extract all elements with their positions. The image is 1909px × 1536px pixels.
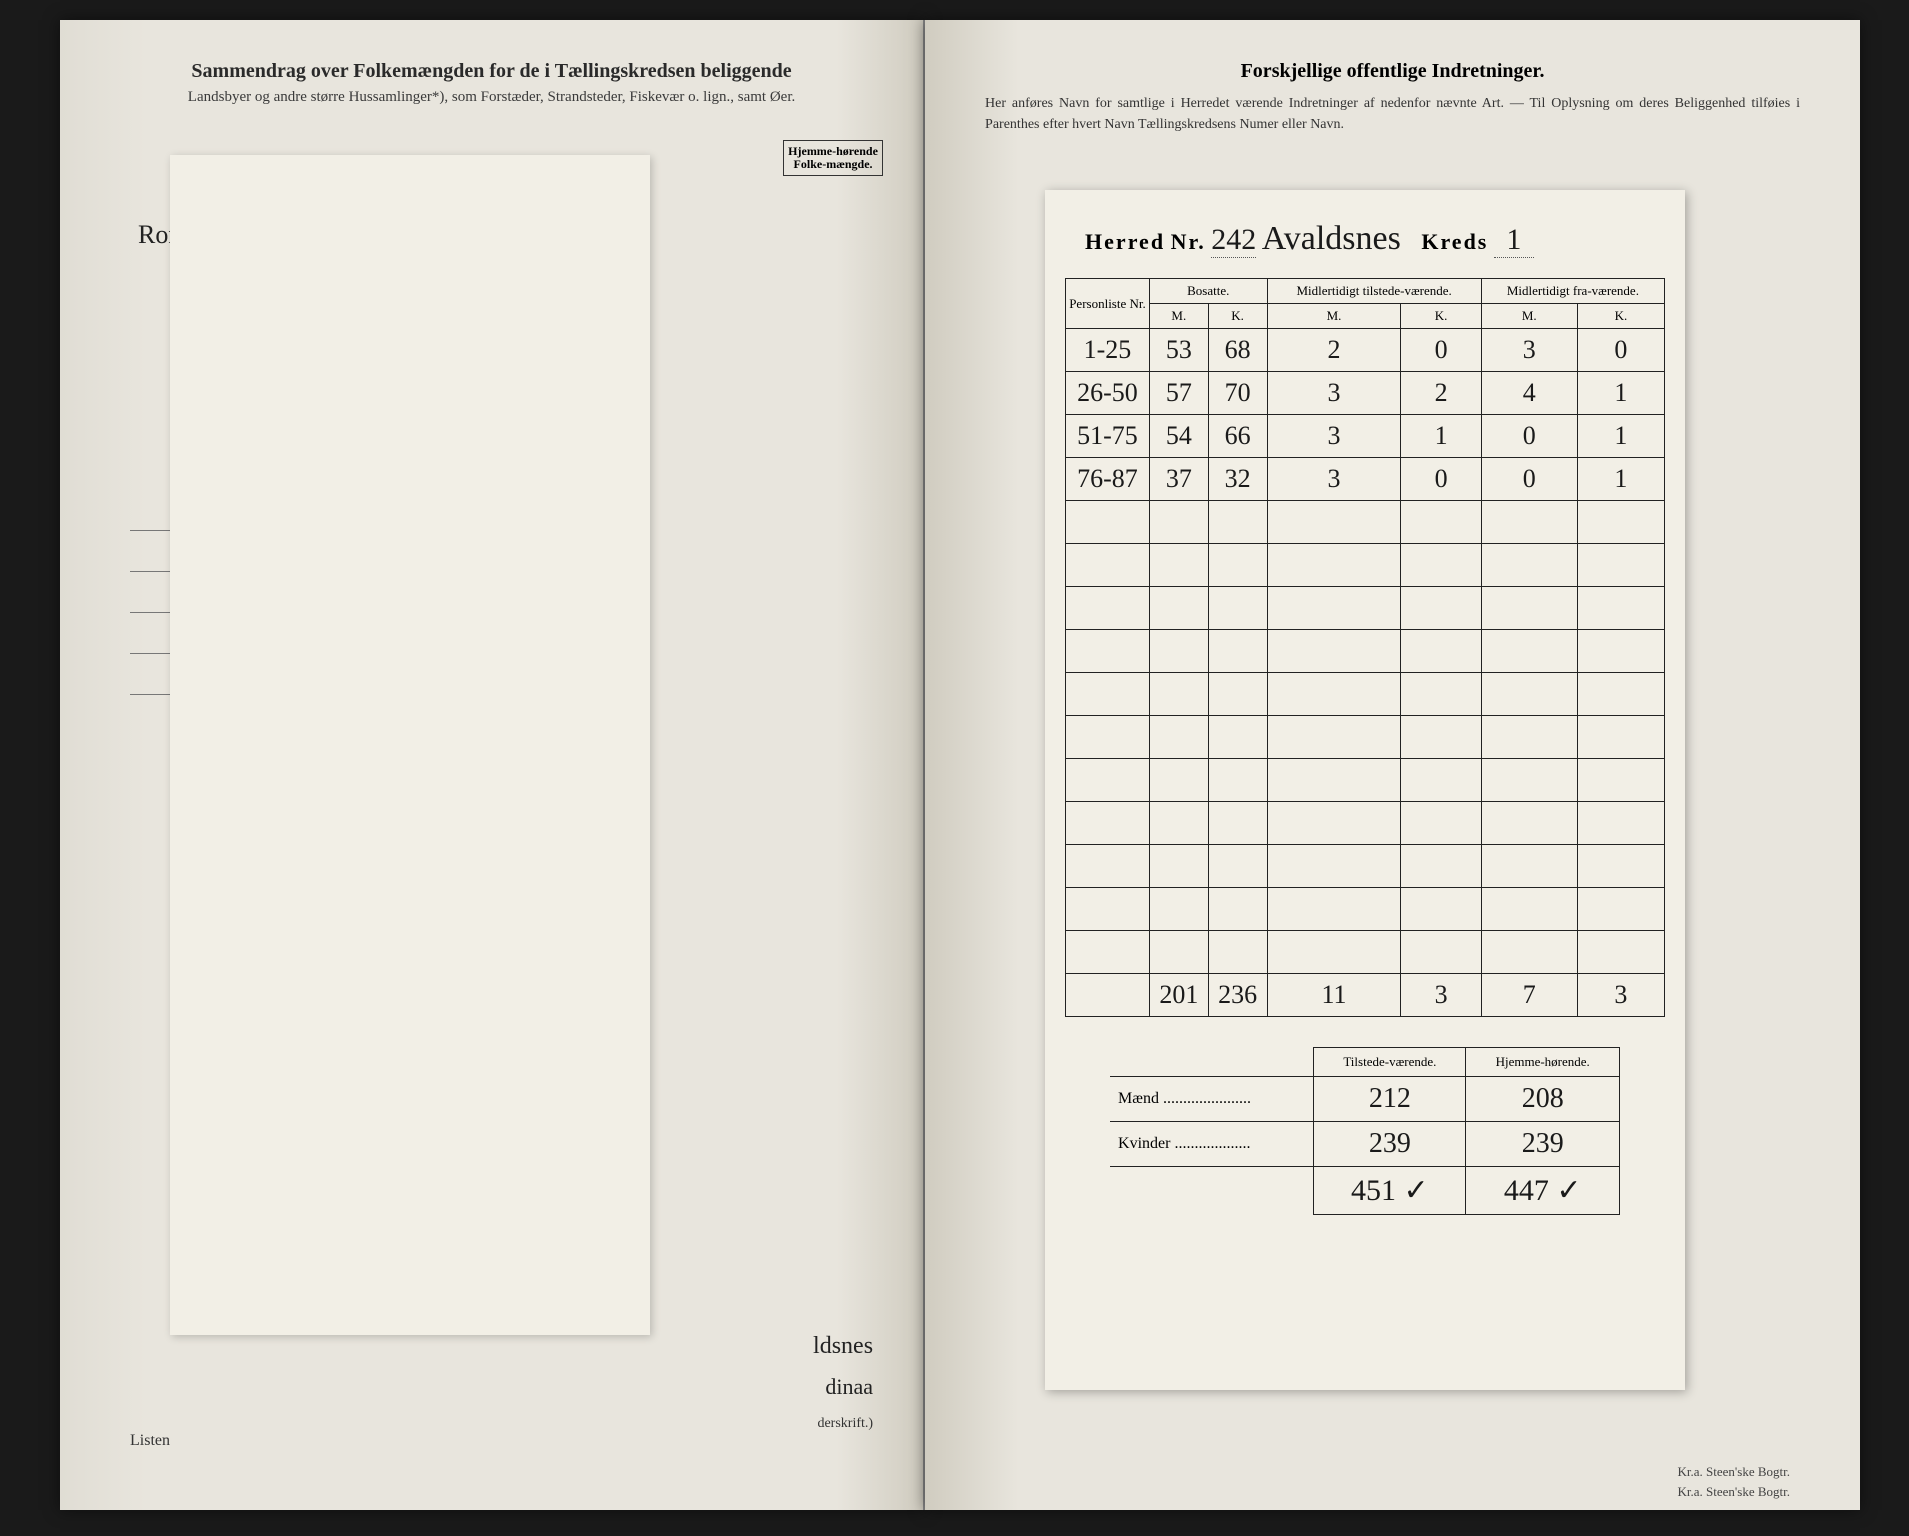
cell-pl: 1-25: [1066, 329, 1150, 372]
cell-fm: 0: [1481, 415, 1577, 458]
cell-tm: 3: [1267, 415, 1401, 458]
left-title: Sammendrag over Folkemængden for de i Tæ…: [110, 60, 873, 83]
table-row: 76-87 37 32 3 0 0 1: [1066, 458, 1665, 501]
herred-number: 242: [1211, 223, 1256, 258]
total-h: 447 ✓: [1466, 1167, 1620, 1215]
maend-t: 212: [1314, 1077, 1466, 1122]
cell-fk: 1: [1577, 415, 1664, 458]
table-row-empty: [1066, 888, 1665, 931]
printer-footer-1: Kr.a. Steen'ske Bogtr.: [1678, 1464, 1790, 1480]
cell-tm: 3: [1267, 458, 1401, 501]
sum-th-hjemme: Hjemme-hørende.: [1466, 1048, 1620, 1077]
left-bottom-hand-2: dinaa: [825, 1374, 873, 1400]
th-bk: K.: [1208, 304, 1267, 329]
right-overlay-sheet: Herred Nr. 242 Avaldsnes Kreds 1 Personl…: [1045, 190, 1685, 1390]
cell-tk: 1: [1401, 415, 1481, 458]
cell-tm: 3: [1267, 372, 1401, 415]
left-title-block: Sammendrag over Folkemængden for de i Tæ…: [110, 60, 873, 108]
cell-tk: 0: [1401, 329, 1481, 372]
herred-line: Herred Nr. 242 Avaldsnes Kreds 1: [1065, 220, 1665, 258]
th-personliste: Personliste Nr.: [1066, 279, 1150, 329]
total-tk: 3: [1401, 974, 1481, 1017]
cell-fk: 0: [1577, 329, 1664, 372]
total-fk: 3: [1577, 974, 1664, 1017]
total-t: 451 ✓: [1314, 1167, 1466, 1215]
printer-footer-2: Kr.a. Steen'ske Bogtr.: [1678, 1484, 1790, 1500]
left-bottom-hand-1: ldsnes: [813, 1333, 873, 1360]
table-row-empty: [1066, 931, 1665, 974]
table-row: 51-75 54 66 3 1 0 1: [1066, 415, 1665, 458]
main-census-table: Personliste Nr. Bosatte. Midlertidigt ti…: [1065, 278, 1665, 1017]
total-bm: 201: [1149, 974, 1208, 1017]
table-row-empty: [1066, 845, 1665, 888]
cell-bk: 66: [1208, 415, 1267, 458]
cell-bk: 32: [1208, 458, 1267, 501]
total-bk: 236: [1208, 974, 1267, 1017]
herred-label: Herred: [1085, 229, 1165, 254]
right-subtitle: Her anføres Navn for samtlige i Herredet…: [985, 93, 1800, 135]
kreds-number: 1: [1494, 223, 1534, 258]
summary-row-maend: Mænd ...................... 212 208: [1110, 1077, 1620, 1122]
left-blank-overlay-sheet: [170, 155, 650, 1335]
cell-bk: 68: [1208, 329, 1267, 372]
th-tilstede: Midlertidigt tilstede-værende.: [1267, 279, 1481, 304]
sum-th-tilstede: Tilstede-værende.: [1314, 1048, 1466, 1077]
table-row-empty: [1066, 716, 1665, 759]
summary-row-kvinder: Kvinder ................... 239 239: [1110, 1122, 1620, 1167]
kvinder-h: 239: [1466, 1122, 1620, 1167]
summary-table: Tilstede-værende. Hjemme-hørende. Mænd .…: [1110, 1047, 1620, 1215]
th-fravaer: Midlertidigt fra-værende.: [1481, 279, 1664, 304]
cell-fm: 0: [1481, 458, 1577, 501]
kvinder-t: 239: [1314, 1122, 1466, 1167]
table-row: 26-50 57 70 3 2 4 1: [1066, 372, 1665, 415]
th-tm: M.: [1267, 304, 1401, 329]
right-page: Forskjellige offentlige Indretninger. He…: [925, 20, 1860, 1510]
cell-bm: 54: [1149, 415, 1208, 458]
table-row-empty: [1066, 544, 1665, 587]
left-bottom-printed: Listen: [130, 1432, 170, 1450]
cell-bm: 53: [1149, 329, 1208, 372]
table-row-empty: [1066, 673, 1665, 716]
cell-bm: 57: [1149, 372, 1208, 415]
cell-tk: 0: [1401, 458, 1481, 501]
kreds-label: Kreds: [1421, 229, 1488, 254]
cell-fk: 1: [1577, 458, 1664, 501]
nr-label: Nr.: [1171, 229, 1206, 254]
maend-h: 208: [1466, 1077, 1620, 1122]
book-spread: Sammendrag over Folkemængden for de i Tæ…: [60, 20, 1860, 1510]
total-tm: 11: [1267, 974, 1401, 1017]
cell-pl: 76-87: [1066, 458, 1150, 501]
left-bottom-print-fragment: derskrift.): [817, 1416, 873, 1432]
cell-pl: 51-75: [1066, 415, 1150, 458]
th-bm: M.: [1149, 304, 1208, 329]
table-row-totals: 201 236 11 3 7 3: [1066, 974, 1665, 1017]
th-fk: K.: [1577, 304, 1664, 329]
th-bosatte: Bosatte.: [1149, 279, 1267, 304]
cell-fk: 1: [1577, 372, 1664, 415]
cell-pl: 26-50: [1066, 372, 1150, 415]
left-subtitle: Landsbyer og andre større Hussamlinger*)…: [110, 87, 873, 108]
table-row-empty: [1066, 587, 1665, 630]
cell-fm: 4: [1481, 372, 1577, 415]
table-row-empty: [1066, 630, 1665, 673]
table-row-empty: [1066, 501, 1665, 544]
kvinder-label: Kvinder: [1118, 1135, 1170, 1152]
table-row-empty: [1066, 759, 1665, 802]
th-tk: K.: [1401, 304, 1481, 329]
cell-fm: 3: [1481, 329, 1577, 372]
cell-bm: 37: [1149, 458, 1208, 501]
th-fm: M.: [1481, 304, 1577, 329]
cell-tk: 2: [1401, 372, 1481, 415]
summary-row-total: 451 ✓ 447 ✓: [1110, 1167, 1620, 1215]
maend-label: Mænd: [1118, 1090, 1159, 1107]
cell-tm: 2: [1267, 329, 1401, 372]
cell-bk: 70: [1208, 372, 1267, 415]
left-page: Sammendrag over Folkemængden for de i Tæ…: [60, 20, 925, 1510]
total-fm: 7: [1481, 974, 1577, 1017]
table-row-empty: [1066, 802, 1665, 845]
table-row: 1-25 53 68 2 0 3 0: [1066, 329, 1665, 372]
right-title: Forskjellige offentlige Indretninger.: [925, 60, 1860, 83]
herred-name: Avaldsnes: [1262, 220, 1401, 257]
hjemme-label-box: Hjemme-hørende Folke-mængde.: [783, 140, 883, 176]
